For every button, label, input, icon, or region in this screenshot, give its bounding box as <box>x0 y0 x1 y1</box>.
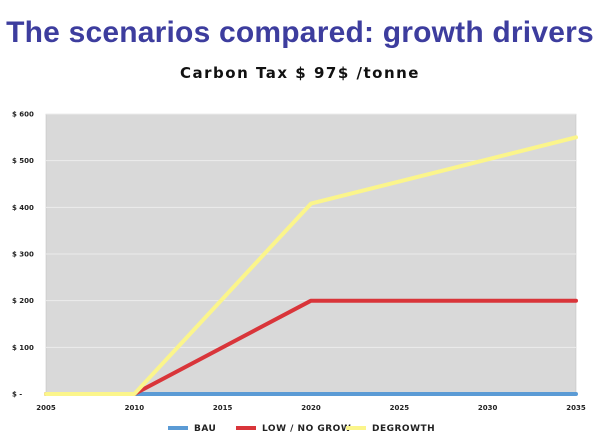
y-axis-ticks: $ - $ 100 $ 200 $ 300 $ 400 $ 500 $ 600 <box>12 111 34 399</box>
x-tick-label: 2025 <box>390 404 410 412</box>
x-tick-label: 2010 <box>125 404 145 412</box>
y-tick-label: $ 300 <box>12 251 34 259</box>
legend: BAU LOW / NO GROW DEGROWTH <box>168 424 435 434</box>
y-tick-label: $ - <box>12 391 22 399</box>
legend-label-bau: BAU <box>194 424 216 434</box>
x-tick-label: 2030 <box>478 404 498 412</box>
x-axis-ticks: 2005 2010 2015 2020 2025 2030 2035 <box>36 404 586 412</box>
y-tick-label: $ 600 <box>12 111 34 119</box>
legend-label-low-no-grow: LOW / NO GROW <box>262 424 351 434</box>
x-tick-label: 2005 <box>36 404 56 412</box>
series-lines <box>44 135 578 396</box>
y-tick-label: $ 200 <box>12 297 34 305</box>
y-tick-label: $ 400 <box>12 204 34 212</box>
slide-title: The scenarios compared: growth drivers <box>6 16 594 49</box>
y-tick-label: $ 100 <box>12 344 34 352</box>
x-tick-label: 2020 <box>301 404 321 412</box>
y-tick-label: $ 500 <box>12 157 34 165</box>
series-line-degrowth <box>44 135 578 396</box>
legend-label-degrowth: DEGROWTH <box>372 424 435 434</box>
x-tick-label: 2015 <box>213 404 233 412</box>
x-tick-label: 2035 <box>566 404 586 412</box>
chart-title: Carbon Tax $ 97$ /tonne <box>180 64 420 82</box>
